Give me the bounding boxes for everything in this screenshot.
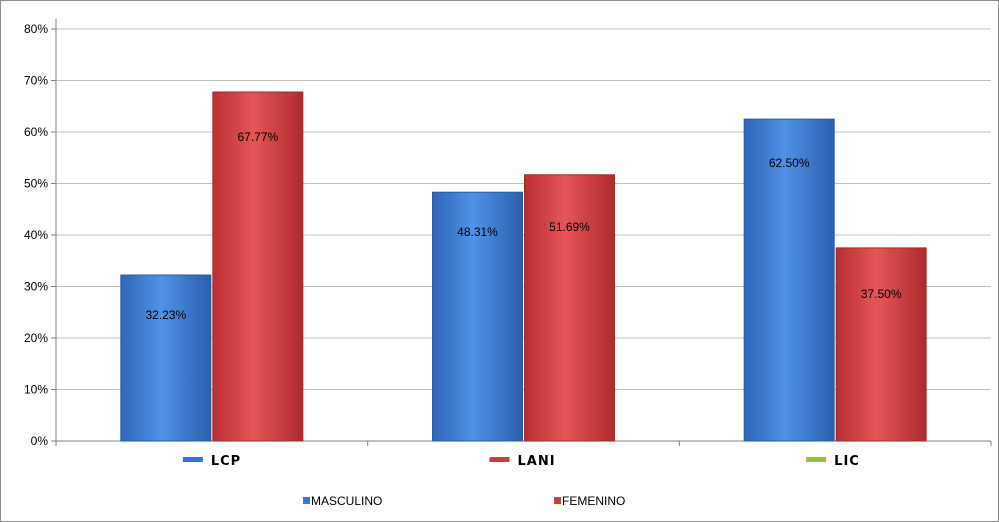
- y-tick-label: 30%: [24, 280, 48, 294]
- data-label: 37.50%: [861, 287, 902, 301]
- bar-femenino-lani: [524, 174, 615, 442]
- data-label: 67.77%: [237, 130, 278, 144]
- y-tick-label: 20%: [24, 331, 48, 345]
- legend-swatch: [303, 497, 310, 504]
- legend-label: MASCULINO: [311, 494, 382, 508]
- category-marker: [489, 457, 510, 462]
- bars: [120, 91, 927, 442]
- data-label: 62.50%: [769, 156, 810, 170]
- y-tick-label: 10%: [24, 383, 48, 397]
- bar-masculino-lani: [432, 191, 523, 442]
- bar-femenino-lcp: [212, 91, 304, 442]
- category-label: LIC: [834, 454, 860, 469]
- category-label: LCP: [211, 454, 241, 469]
- axes: 0% 10% 20% 30% 40% 50% 60% 70% 80%: [24, 19, 992, 448]
- y-tick-label: 70%: [24, 74, 48, 88]
- bar-femenino-lic: [835, 247, 927, 442]
- y-tick-label: 60%: [24, 125, 48, 139]
- legend-label: FEMENINO: [562, 494, 625, 508]
- y-tick-label: 80%: [24, 22, 48, 36]
- data-label: 51.69%: [549, 220, 590, 234]
- data-labels: 32.23% 67.77% 48.31% 51.69% 62.50% 37.50%: [145, 130, 901, 322]
- y-tick-label: 50%: [24, 177, 48, 191]
- category-label: LANI: [518, 454, 556, 469]
- bar-masculino-lic: [743, 118, 835, 442]
- gridlines: [56, 28, 991, 390]
- y-tick-label: 40%: [24, 228, 48, 242]
- legend-swatch: [554, 497, 561, 504]
- bar-masculino-lcp: [120, 274, 212, 442]
- legend: MASCULINO FEMENINO: [303, 494, 625, 508]
- category-labels: LCP LANI LIC: [182, 454, 860, 469]
- y-tick-label: 0%: [31, 434, 49, 448]
- data-label: 32.23%: [145, 308, 186, 322]
- category-marker: [806, 457, 827, 462]
- data-label: 48.31%: [457, 225, 498, 239]
- category-marker: [182, 457, 203, 462]
